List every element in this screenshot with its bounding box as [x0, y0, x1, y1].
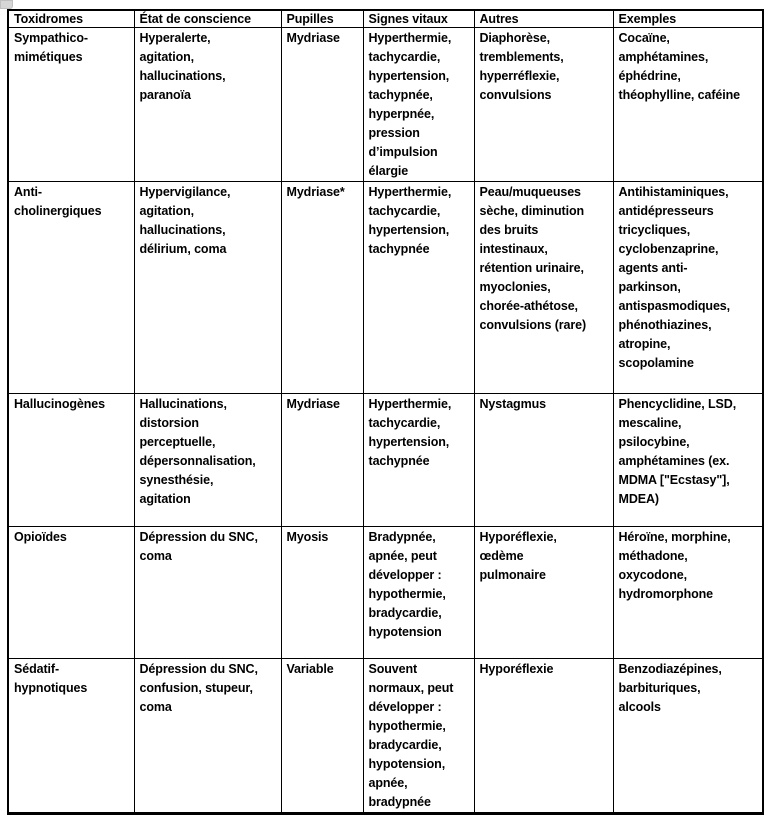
header-toxidromes: Toxidromes	[7, 9, 135, 28]
cell-toxidrome: Sympathico- mimétiques	[7, 27, 135, 182]
cell-autres: Peau/muqueuses sèche, diminution des bru…	[473, 181, 614, 394]
cell-exemples: Phencyclidine, LSD, mescaline, psilocybi…	[612, 393, 764, 527]
table-row-opioides: Opioïdes Dépression du SNC, coma Myosis …	[7, 526, 764, 659]
cell-autres: Diaphorèse, tremblements, hyperréflexie,…	[473, 27, 614, 182]
cell-exemples: Benzodiazépines, barbituriques, alcools	[612, 658, 764, 814]
header-autres: Autres	[473, 9, 614, 28]
cell-signes-vitaux: Bradypnée, apnée, peut développer : hypo…	[362, 526, 475, 659]
cell-etat-de-conscience: Hypervigilance, agitation, hallucination…	[133, 181, 282, 394]
cell-pupilles: Myosis	[280, 526, 364, 659]
table-row-sympathicomimetiques: Sympathico- mimétiques Hyperalerte, agit…	[7, 27, 764, 182]
cell-etat-de-conscience: Hyperalerte, agitation, hallucinations, …	[133, 27, 282, 182]
cell-signes-vitaux: Souvent normaux, peut développer : hypot…	[362, 658, 475, 814]
header-exemples: Exemples	[612, 9, 764, 28]
header-signes-vitaux: Signes vitaux	[362, 9, 475, 28]
table-row-hallucinogenes: Hallucinogènes Hallucinations, distorsio…	[7, 393, 764, 527]
cell-etat-de-conscience: Dépression du SNC, confusion, stupeur, c…	[133, 658, 282, 814]
toxidromes-table: Toxidromes État de conscience Pupilles S…	[7, 9, 764, 815]
cell-pupilles: Mydriase	[280, 393, 364, 527]
cell-signes-vitaux: Hyperthermie, tachycardie, hypertension,…	[362, 27, 475, 182]
corner-handle-icon	[0, 0, 13, 9]
cell-toxidrome: Anti- cholinergiques	[7, 181, 135, 394]
cell-toxidrome: Sédatif- hypnotiques	[7, 658, 135, 814]
cell-pupilles: Mydriase*	[280, 181, 364, 394]
cell-autres: Hyporéflexie, œdème pulmonaire	[473, 526, 614, 659]
cell-etat-de-conscience: Hallucinations, distorsion perceptuelle,…	[133, 393, 282, 527]
cell-etat-de-conscience: Dépression du SNC, coma	[133, 526, 282, 659]
cell-exemples: Antihistaminiques, antidépresseurs tricy…	[612, 181, 764, 394]
cell-signes-vitaux: Hyperthermie, tachycardie, hypertension,…	[362, 393, 475, 527]
cell-toxidrome: Opioïdes	[7, 526, 135, 659]
cell-exemples: Héroïne, morphine, méthadone, oxycodone,…	[612, 526, 764, 659]
table-row-sedatif-hypnotiques: Sédatif- hypnotiques Dépression du SNC, …	[7, 658, 764, 814]
cell-autres: Nystagmus	[473, 393, 614, 527]
cell-signes-vitaux: Hyperthermie, tachycardie, hypertension,…	[362, 181, 475, 394]
cell-pupilles: Mydriase	[280, 27, 364, 182]
header-etat-de-conscience: État de conscience	[133, 9, 282, 28]
cell-pupilles: Variable	[280, 658, 364, 814]
cell-autres: Hyporéflexie	[473, 658, 614, 814]
table-row-anticholinergiques: Anti- cholinergiques Hypervigilance, agi…	[7, 181, 764, 394]
header-pupilles: Pupilles	[280, 9, 364, 28]
cell-toxidrome: Hallucinogènes	[7, 393, 135, 527]
cell-exemples: Cocaïne, amphétamines, éphédrine, théoph…	[612, 27, 764, 182]
table-header-row: Toxidromes État de conscience Pupilles S…	[7, 9, 764, 28]
